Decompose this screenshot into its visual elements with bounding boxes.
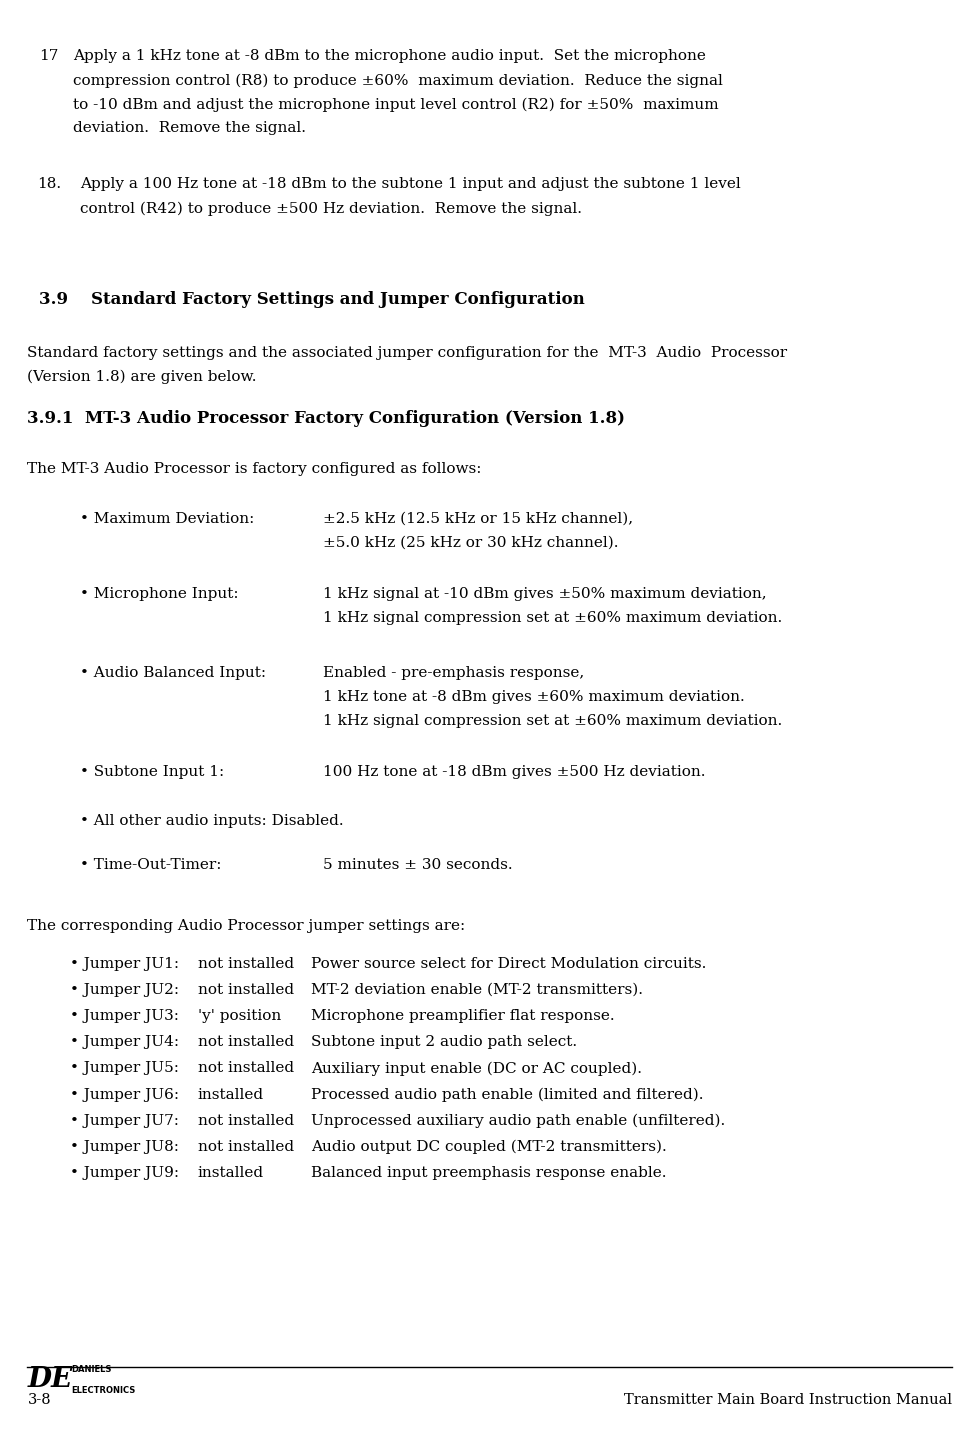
Text: 3-8: 3-8 — [27, 1393, 51, 1407]
Text: installed: installed — [198, 1088, 264, 1102]
Text: 3.9.1  MT-3 Audio Processor Factory Configuration (Version 1.8): 3.9.1 MT-3 Audio Processor Factory Confi… — [27, 410, 625, 427]
Text: 1 kHz signal compression set at ±60% maximum deviation.: 1 kHz signal compression set at ±60% max… — [323, 714, 781, 728]
Text: Audio output DC coupled (MT-2 transmitters).: Audio output DC coupled (MT-2 transmitte… — [311, 1140, 666, 1154]
Text: not installed: not installed — [198, 983, 293, 997]
Text: • Jumper JU3:: • Jumper JU3: — [70, 1009, 179, 1024]
Text: not installed: not installed — [198, 1114, 293, 1128]
Text: ELECTRONICS: ELECTRONICS — [71, 1386, 136, 1394]
Text: DE: DE — [27, 1367, 72, 1393]
Text: 1 kHz signal compression set at ±60% maximum deviation.: 1 kHz signal compression set at ±60% max… — [323, 611, 781, 625]
Text: • Audio Balanced Input:: • Audio Balanced Input: — [80, 666, 266, 680]
Text: not installed: not installed — [198, 1140, 293, 1154]
Text: control (R42) to produce ±500 Hz deviation.  Remove the signal.: control (R42) to produce ±500 Hz deviati… — [80, 201, 582, 215]
Text: not installed: not installed — [198, 1035, 293, 1050]
Text: 1 kHz signal at -10 dBm gives ±50% maximum deviation,: 1 kHz signal at -10 dBm gives ±50% maxim… — [323, 587, 766, 602]
Text: installed: installed — [198, 1166, 264, 1181]
Text: • Jumper JU7:: • Jumper JU7: — [70, 1114, 179, 1128]
Text: 5 minutes ± 30 seconds.: 5 minutes ± 30 seconds. — [323, 858, 512, 872]
Text: Standard factory settings and the associated jumper configuration for the  MT-3 : Standard factory settings and the associ… — [27, 346, 786, 361]
Text: 18.: 18. — [37, 177, 62, 192]
Text: 100 Hz tone at -18 dBm gives ±500 Hz deviation.: 100 Hz tone at -18 dBm gives ±500 Hz dev… — [323, 765, 705, 779]
Text: ±2.5 kHz (12.5 kHz or 15 kHz channel),: ±2.5 kHz (12.5 kHz or 15 kHz channel), — [323, 512, 633, 526]
Text: • Jumper JU9:: • Jumper JU9: — [70, 1166, 179, 1181]
Text: 17: 17 — [39, 49, 59, 64]
Text: compression control (R8) to produce ±60%  maximum deviation.  Reduce the signal: compression control (R8) to produce ±60%… — [73, 73, 723, 87]
Text: Balanced input preemphasis response enable.: Balanced input preemphasis response enab… — [311, 1166, 666, 1181]
Text: to -10 dBm and adjust the microphone input level control (R2) for ±50%  maximum: to -10 dBm and adjust the microphone inp… — [73, 97, 718, 112]
Text: Apply a 1 kHz tone at -8 dBm to the microphone audio input.  Set the microphone: Apply a 1 kHz tone at -8 dBm to the micr… — [73, 49, 705, 64]
Text: The corresponding Audio Processor jumper settings are:: The corresponding Audio Processor jumper… — [27, 919, 466, 933]
Text: not installed: not installed — [198, 1061, 293, 1076]
Text: • Jumper JU4:: • Jumper JU4: — [70, 1035, 179, 1050]
Text: • Jumper JU5:: • Jumper JU5: — [70, 1061, 179, 1076]
Text: • All other audio inputs: Disabled.: • All other audio inputs: Disabled. — [80, 814, 343, 829]
Text: • Time-Out-Timer:: • Time-Out-Timer: — [80, 858, 222, 872]
Text: Auxiliary input enable (DC or AC coupled).: Auxiliary input enable (DC or AC coupled… — [311, 1061, 642, 1076]
Text: • Subtone Input 1:: • Subtone Input 1: — [80, 765, 224, 779]
Text: 1 kHz tone at -8 dBm gives ±60% maximum deviation.: 1 kHz tone at -8 dBm gives ±60% maximum … — [323, 689, 744, 704]
Text: DANIELS: DANIELS — [71, 1365, 111, 1374]
Text: • Maximum Deviation:: • Maximum Deviation: — [80, 512, 254, 526]
Text: deviation.  Remove the signal.: deviation. Remove the signal. — [73, 122, 306, 135]
Text: Processed audio path enable (limited and filtered).: Processed audio path enable (limited and… — [311, 1088, 703, 1102]
Text: Power source select for Direct Modulation circuits.: Power source select for Direct Modulatio… — [311, 957, 706, 971]
Text: • Jumper JU8:: • Jumper JU8: — [70, 1140, 179, 1154]
Text: 'y' position: 'y' position — [198, 1009, 281, 1024]
Text: Subtone input 2 audio path select.: Subtone input 2 audio path select. — [311, 1035, 577, 1050]
Text: Enabled - pre-emphasis response,: Enabled - pre-emphasis response, — [323, 666, 584, 680]
Text: 3.9    Standard Factory Settings and Jumper Configuration: 3.9 Standard Factory Settings and Jumper… — [39, 291, 584, 308]
Text: Unprocessed auxiliary audio path enable (unfiltered).: Unprocessed auxiliary audio path enable … — [311, 1114, 725, 1128]
Text: Microphone preamplifier flat response.: Microphone preamplifier flat response. — [311, 1009, 614, 1024]
Text: ±5.0 kHz (25 kHz or 30 kHz channel).: ±5.0 kHz (25 kHz or 30 kHz channel). — [323, 535, 618, 550]
Text: Apply a 100 Hz tone at -18 dBm to the subtone 1 input and adjust the subtone 1 l: Apply a 100 Hz tone at -18 dBm to the su… — [80, 177, 740, 192]
Text: • Jumper JU2:: • Jumper JU2: — [70, 983, 179, 997]
Text: MT-2 deviation enable (MT-2 transmitters).: MT-2 deviation enable (MT-2 transmitters… — [311, 983, 643, 997]
Text: Transmitter Main Board Instruction Manual: Transmitter Main Board Instruction Manua… — [623, 1393, 951, 1407]
Text: not installed: not installed — [198, 957, 293, 971]
Text: • Jumper JU1:: • Jumper JU1: — [70, 957, 179, 971]
Text: (Version 1.8) are given below.: (Version 1.8) are given below. — [27, 369, 256, 384]
Text: • Microphone Input:: • Microphone Input: — [80, 587, 239, 602]
Text: • Jumper JU6:: • Jumper JU6: — [70, 1088, 179, 1102]
Text: The MT-3 Audio Processor is factory configured as follows:: The MT-3 Audio Processor is factory conf… — [27, 462, 481, 477]
